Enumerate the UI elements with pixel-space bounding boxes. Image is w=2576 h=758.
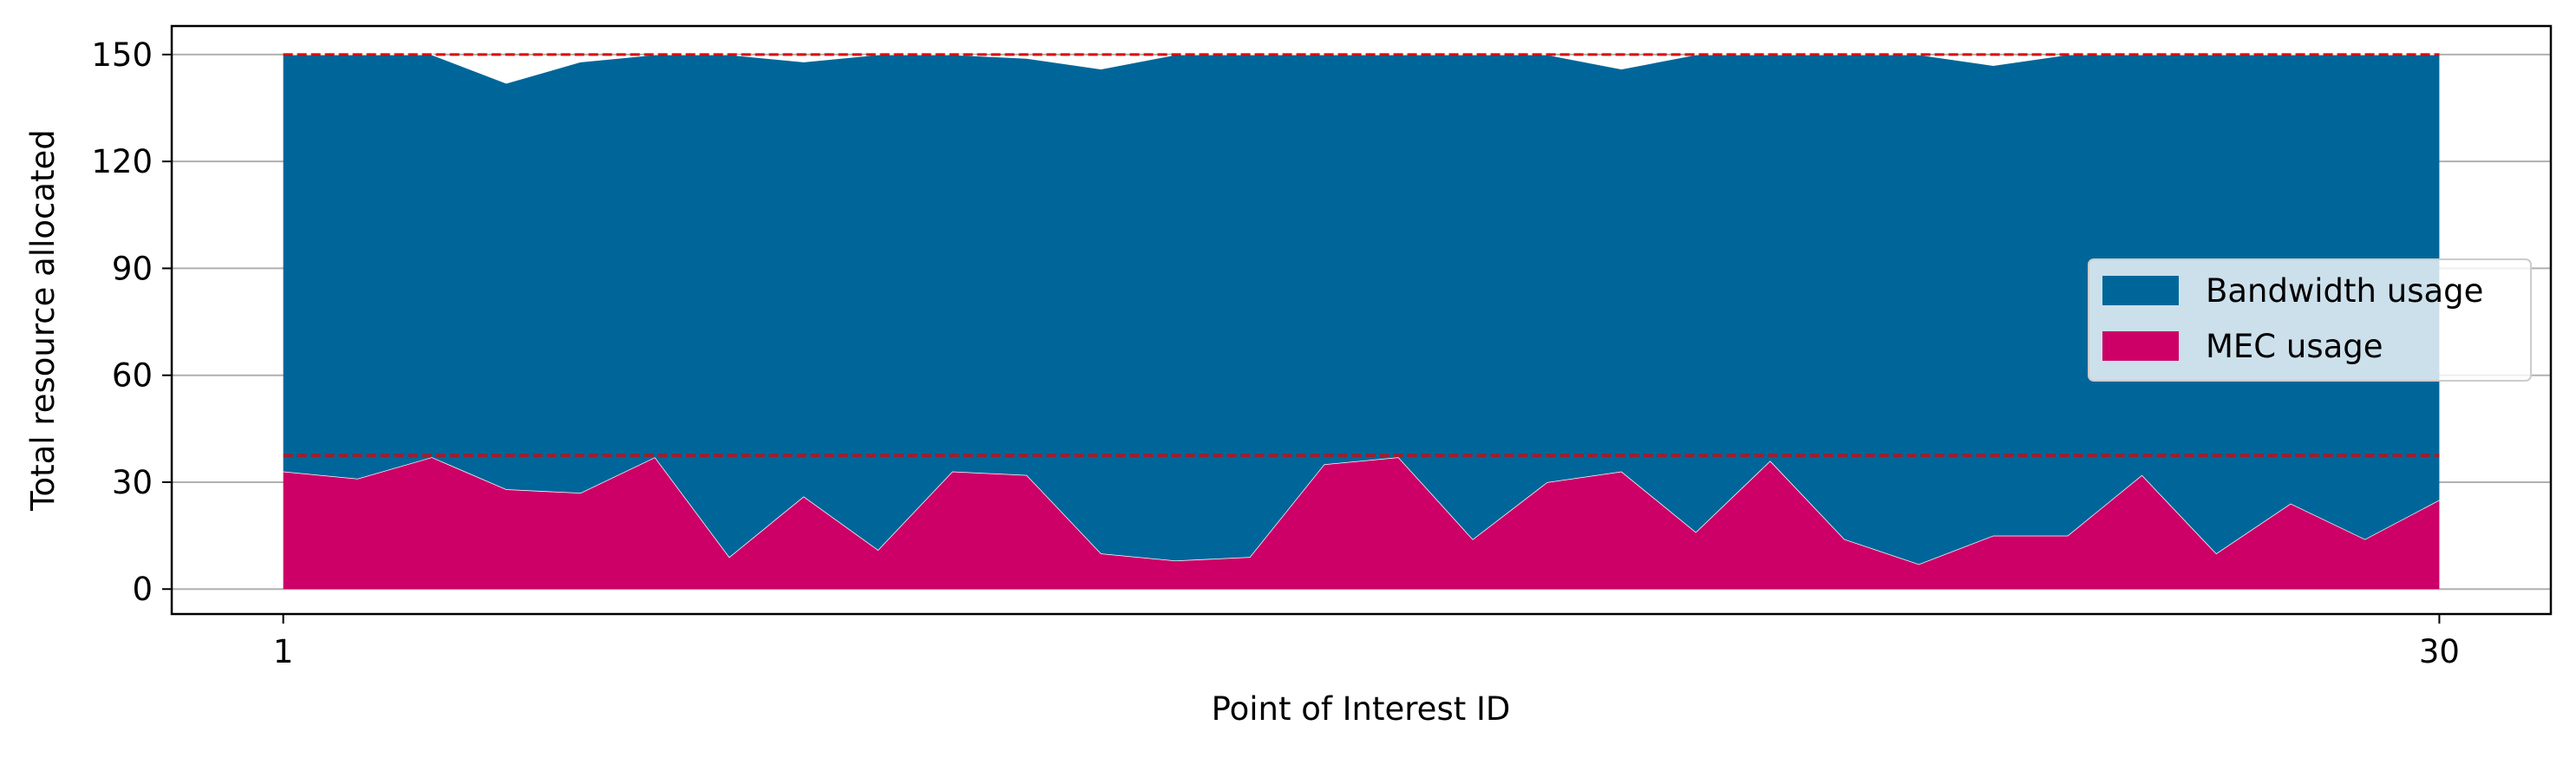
area-bandwidth-usage [283, 54, 2440, 565]
y-tick-label: 150 [91, 36, 153, 74]
x-tick-label: 1 [273, 633, 294, 670]
y-tick-label: 0 [132, 571, 153, 608]
legend-box [2088, 258, 2532, 382]
legend-swatch-bandwidth [2102, 276, 2179, 305]
y-axis-label: Total resource allocated [24, 129, 62, 512]
y-tick-label: 90 [112, 250, 153, 287]
x-axis-ticks: 1 30 [273, 614, 2460, 670]
y-tick-label: 60 [112, 357, 153, 395]
x-axis-label: Point of Interest ID [1212, 690, 1511, 728]
plot-frame [170, 24, 2553, 616]
x-tick-label: 30 [2419, 633, 2460, 670]
y-axis-ticks: 0 30 60 90 120 150 [91, 36, 172, 608]
legend-label-mec: MEC usage [2206, 328, 2383, 365]
reference-lines [283, 53, 2440, 457]
y-tick-label: 120 [91, 143, 153, 180]
y-tick-label: 30 [112, 464, 153, 501]
legend: Bandwidth usage MEC usage [2088, 258, 2532, 382]
legend-swatch-mec [2102, 331, 2179, 361]
legend-label-bandwidth: Bandwidth usage [2206, 272, 2483, 310]
area-mec-usage [283, 457, 2440, 590]
